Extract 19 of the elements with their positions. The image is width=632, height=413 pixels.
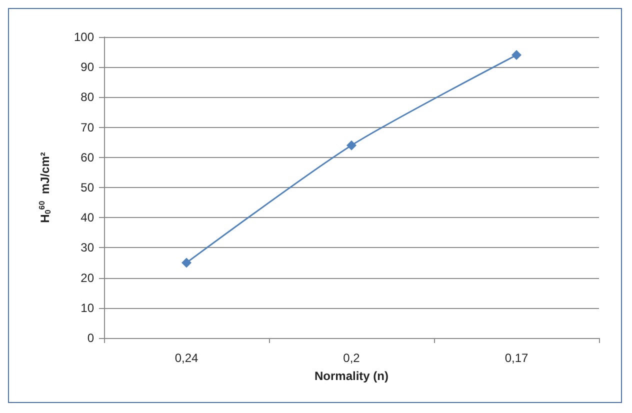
point bbox=[512, 50, 522, 60]
y-tick-label: 100 bbox=[74, 30, 94, 44]
y-tick-label: 20 bbox=[80, 270, 94, 285]
y-tick-label: 70 bbox=[80, 120, 94, 134]
x-axis-title: Normality (n) bbox=[314, 369, 389, 383]
y-tick-label: 60 bbox=[80, 150, 94, 164]
point bbox=[182, 258, 192, 268]
y-tick-label: 0 bbox=[87, 331, 94, 345]
x-tick-label: 0,17 bbox=[504, 351, 528, 365]
y-tick-label: 10 bbox=[80, 300, 94, 315]
y-tick-label: 30 bbox=[80, 240, 94, 255]
y-tick-label: 90 bbox=[80, 60, 94, 74]
x-tick-label: 0,24 bbox=[174, 351, 198, 365]
point bbox=[346, 140, 356, 150]
y-tick-label: 50 bbox=[80, 180, 94, 194]
x-tick-label: 0,2 bbox=[343, 351, 360, 365]
y-tick-label: 80 bbox=[80, 90, 94, 104]
y-axis-title: H060 mJ/cm² bbox=[38, 152, 52, 223]
y-tick-label: 40 bbox=[80, 210, 94, 225]
